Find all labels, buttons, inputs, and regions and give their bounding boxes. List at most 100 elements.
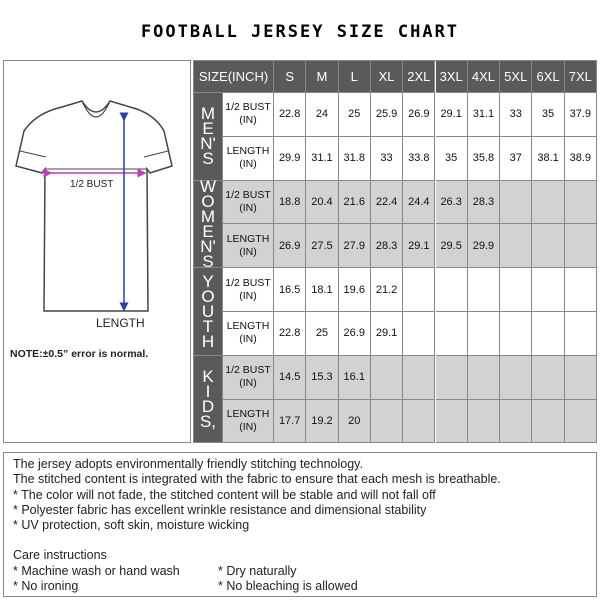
group-label: K I D S, (194, 355, 223, 444)
value-cell: 37 (500, 136, 533, 181)
size-table: SIZE(INCH) S M L XL 2XL 3XL 4XL 5XL 6XL 7XL M E N' S 1/… (193, 60, 597, 444)
value-cell: 26.3 (435, 180, 468, 225)
value-cell: 31.8 (338, 136, 371, 181)
value-cell (500, 268, 533, 312)
jersey-drawing: 1/2 BUST LENGTH NOTE:±0.5” error is norm… (10, 100, 173, 360)
group-letter: S (202, 251, 214, 271)
note: NOTE:±0.5” error is normal. (10, 348, 148, 360)
value-cell: 28.3 (370, 224, 404, 269)
value-cell: 27.5 (306, 224, 339, 269)
value-cell: 25 (338, 93, 371, 137)
notes: The jersey adopts environmentally friend… (3, 452, 597, 597)
value-cell: 25.9 (370, 93, 404, 137)
group-letter: E (202, 221, 214, 241)
value-cell: 35 (435, 136, 468, 181)
value-cell: 38.1 (532, 136, 565, 181)
care-item: * No bleaching is allowed (218, 579, 358, 594)
header-cell: M (306, 61, 339, 93)
header-cell: SIZE(INCH) (194, 61, 274, 93)
value-cell (532, 399, 565, 444)
header-cell: 2XL (403, 61, 436, 93)
value-cell (435, 355, 468, 400)
group-letter: K (202, 367, 214, 387)
value-cell: 37.9 (564, 93, 597, 137)
group-letter: E (202, 119, 214, 139)
length-label: LENGTH (96, 316, 145, 330)
value-cell: 26.9 (403, 93, 436, 137)
value-cell: 25 (306, 312, 339, 356)
group-letter: U (201, 301, 215, 321)
value-cell: 31.1 (467, 93, 501, 137)
header-cell: 3XL (435, 61, 468, 93)
value-cell (435, 268, 468, 312)
value-cell: 29.9 (274, 136, 307, 181)
group-letter: T (202, 316, 214, 336)
value-cell: 35.8 (467, 136, 501, 181)
value-cell: 31.1 (306, 136, 339, 181)
value-cell (403, 355, 436, 400)
group-letter: S, (199, 412, 217, 432)
care-title: Care instructions (13, 548, 107, 563)
value-cell: 33 (500, 93, 533, 137)
header-cell: 4XL (467, 61, 501, 93)
value-cell (467, 355, 501, 400)
value-cell: 38.9 (564, 136, 597, 181)
value-cell: 19.6 (338, 268, 371, 312)
group-letter: W (199, 176, 217, 196)
value-cell (564, 224, 597, 269)
group-label: W O M E N' S (194, 176, 223, 271)
header-cell: 6XL (532, 61, 565, 93)
value-cell: 21.6 (338, 180, 371, 225)
bust-label: 1/2 BUST (70, 179, 113, 190)
value-cell (403, 399, 436, 444)
value-cell: 26.9 (338, 312, 371, 356)
value-cell (564, 355, 597, 400)
row-label: LENGTH (IN) (223, 312, 274, 356)
group-letter: O (201, 191, 215, 211)
header-cell: XL (370, 61, 404, 93)
value-cell: 24.4 (403, 180, 436, 225)
care-item: * No ironing (13, 579, 79, 594)
group-letter: O (201, 286, 215, 306)
care-item: * Machine wash or hand wash (13, 563, 180, 578)
value-cell (532, 268, 565, 312)
group-letter: D (201, 397, 215, 417)
header-cell: L (338, 61, 371, 93)
value-cell: 22.8 (274, 312, 307, 356)
header-cell: 5XL (500, 61, 533, 93)
value-cell: 29.5 (435, 224, 468, 269)
value-cell: 17.7 (274, 399, 307, 444)
row-label: 1/2 BUST (IN) (223, 93, 274, 137)
row-label: 1/2 BUST (IN) (223, 355, 274, 400)
value-cell (564, 268, 597, 312)
figure-panel: 1/2 BUST LENGTH NOTE:±0.5” error is norm… (3, 60, 191, 443)
value-cell: 29.1 (403, 224, 436, 269)
value-cell: 24 (306, 93, 339, 137)
group-letter: I (205, 382, 211, 402)
value-cell (500, 355, 533, 400)
feature-line: * UV protection, soft skin, moisture wic… (13, 518, 250, 533)
feature-line: * Polyester fabric has excellent wrinkle… (13, 502, 427, 517)
value-cell: 21.2 (370, 268, 404, 312)
value-cell: 29.1 (370, 312, 404, 356)
value-cell: 26.9 (274, 224, 307, 269)
value-cell (500, 312, 533, 356)
group-letter: S (202, 149, 214, 169)
value-cell (435, 312, 468, 356)
value-cell: 33.8 (403, 136, 436, 181)
value-cell: 20 (338, 399, 371, 444)
value-cell: 29.1 (435, 93, 468, 137)
value-cell: 22.4 (370, 180, 404, 225)
value-cell (500, 180, 533, 225)
row-label: LENGTH (IN) (223, 136, 274, 181)
value-cell (564, 399, 597, 444)
value-cell (435, 399, 468, 444)
group-letter: M (200, 104, 216, 124)
value-cell: 16.5 (274, 268, 307, 312)
value-cell (532, 355, 565, 400)
value-cell: 19.2 (306, 399, 339, 444)
value-cell (564, 180, 597, 225)
header-cell: S (274, 61, 307, 93)
group-letter: H (201, 331, 215, 351)
